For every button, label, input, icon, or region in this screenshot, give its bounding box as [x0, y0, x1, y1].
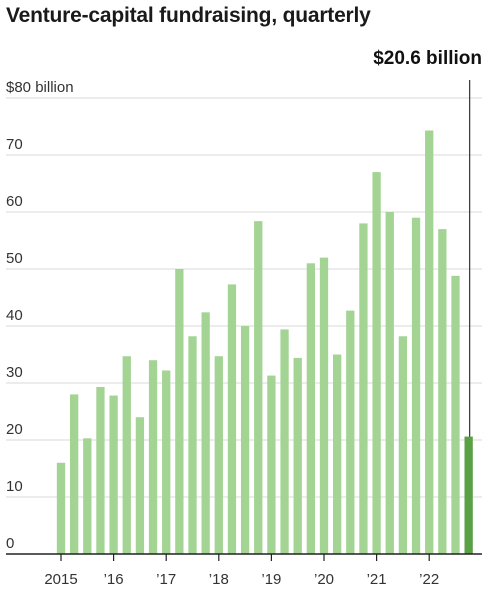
x-tick-label: ’20	[314, 571, 334, 588]
x-tick-label: ’22	[419, 571, 439, 588]
bar	[319, 257, 329, 554]
chart-title: Venture-capital fundraising, quarterly	[6, 4, 371, 27]
bar	[398, 336, 408, 554]
bar	[201, 312, 210, 554]
bar	[306, 263, 315, 554]
bar	[411, 217, 421, 554]
y-axis-tick-labels: $80 billion 70 60 50 40 30 20 10 0	[6, 79, 74, 552]
y-tick-label: 60	[6, 193, 23, 210]
bar	[83, 438, 92, 554]
bar	[188, 336, 197, 554]
bar	[333, 354, 342, 554]
annotation: $20.6 billion	[373, 48, 482, 437]
bar	[122, 356, 131, 554]
bars	[56, 130, 473, 555]
x-tick-label: 2015	[44, 571, 77, 588]
bar	[148, 360, 158, 554]
bar	[70, 394, 79, 554]
annotation-label: $20.6 billion	[373, 48, 482, 69]
x-tick-label: ’19	[261, 571, 281, 588]
y-tick-label: 30	[6, 364, 23, 381]
bar	[385, 212, 394, 554]
x-tick-label: ’16	[104, 571, 124, 588]
bar	[109, 395, 118, 554]
bar	[359, 223, 368, 554]
x-tick-label: ’17	[156, 571, 176, 588]
bar	[162, 370, 171, 554]
x-tick-label: ’21	[367, 571, 387, 588]
bar	[346, 310, 355, 554]
bar	[267, 375, 276, 554]
bar-highlight	[464, 436, 473, 554]
bar	[240, 326, 250, 554]
y-tick-label: 70	[6, 136, 23, 153]
y-tick-label: $80 billion	[6, 79, 74, 96]
bar	[56, 462, 66, 554]
bar	[438, 229, 447, 554]
bar	[372, 172, 381, 554]
bar	[293, 357, 302, 554]
x-axis-tick-labels: 2015 ’16 ’17 ’18 ’19 ’20 ’21 ’22	[44, 554, 439, 588]
bar	[214, 356, 223, 554]
y-tick-label: 50	[6, 250, 23, 267]
bar	[254, 221, 263, 554]
x-tick-label: ’18	[209, 571, 229, 588]
y-tick-label: 40	[6, 307, 23, 324]
bar	[227, 284, 237, 554]
bar	[96, 386, 105, 554]
y-tick-label: 0	[6, 535, 14, 552]
bar	[425, 130, 434, 555]
bar	[451, 275, 460, 554]
bar	[135, 417, 145, 554]
y-tick-label: 10	[6, 478, 23, 495]
bar	[175, 269, 184, 554]
bar	[280, 329, 289, 554]
y-tick-label: 20	[6, 421, 23, 438]
